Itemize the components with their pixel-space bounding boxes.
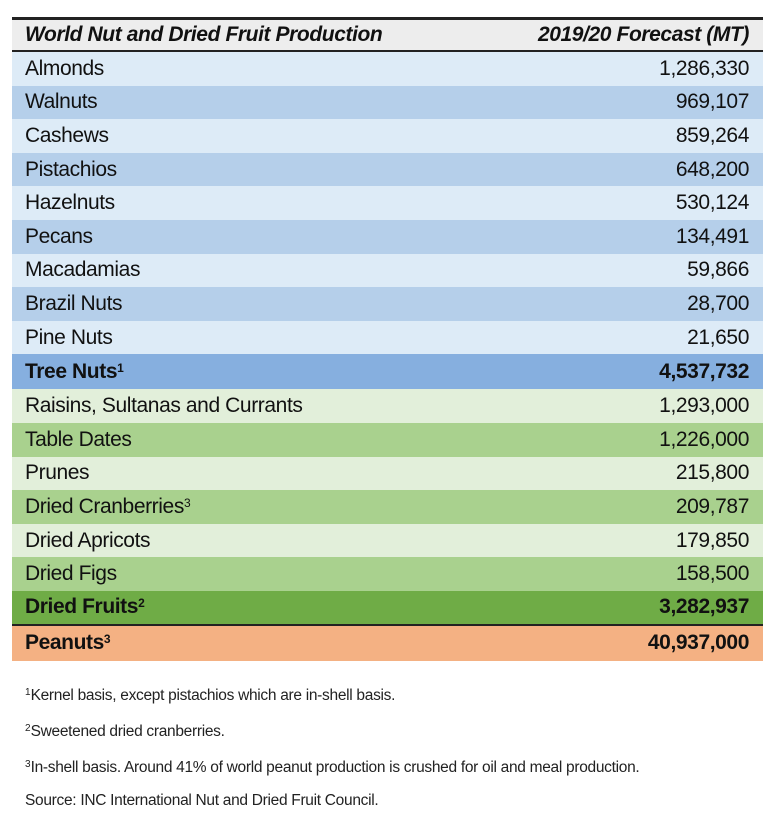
row-value: 179,850 <box>675 528 750 552</box>
footnote-1: 1Kernel basis, except pistachios which a… <box>25 681 639 717</box>
row-label: Pistachios <box>25 158 117 182</box>
row-label: Pine Nuts <box>25 325 113 350</box>
row-value: 28,700 <box>687 291 749 315</box>
row-value: 648,200 <box>675 157 750 181</box>
row-label: Brazil Nuts <box>25 291 123 316</box>
row-value: 4,537,732 <box>659 359 749 383</box>
footnote-marker: 1 <box>117 360 124 375</box>
row-label: Hazelnuts <box>25 191 115 215</box>
footnote-2: 2Sweetened dried cranberries. <box>25 717 639 753</box>
row-value: 859,264 <box>675 123 750 147</box>
table-row: Dried Apricots 179,850 <box>12 523 763 558</box>
label-text: Tree Nuts <box>25 359 118 383</box>
row-value: 158,500 <box>675 562 750 586</box>
label-text: Brazil Nuts <box>25 291 123 315</box>
table-row: Macadamias 59,866 <box>12 253 763 288</box>
row-label: Tree Nuts1 <box>25 360 124 384</box>
footnote-marker: 3 <box>25 759 31 770</box>
row-label: Dried Apricots <box>25 528 151 553</box>
label-text: Raisins, Sultanas and Currants <box>25 394 303 418</box>
row-value: 3,282,937 <box>659 595 749 619</box>
row-value: 1,226,000 <box>659 427 749 451</box>
row-label: Dried Fruits2 <box>25 595 145 619</box>
row-label: Raisins, Sultanas and Currants <box>25 394 303 418</box>
footnote-marker: 1 <box>25 687 31 698</box>
footnote-text: In-shell basis. Around 41% of world pean… <box>30 759 640 776</box>
label-text: Dried Figs <box>25 562 117 586</box>
table-header: World Nut and Dried Fruit Production 201… <box>12 20 763 52</box>
row-value: 40,937,000 <box>647 631 750 655</box>
footnote-3: 3In-shell basis. Around 41% of world pea… <box>25 753 640 789</box>
row-label: Dried Figs <box>25 562 117 586</box>
table-row: Pecans 134,491 <box>12 219 763 254</box>
row-value: 209,787 <box>675 494 750 518</box>
header-value: 2019/20 Forecast (MT) <box>537 23 749 46</box>
table-row: Dried Cranberries3 209,787 <box>12 490 763 524</box>
label-text: Prunes <box>25 461 90 485</box>
footnote-marker: 3 <box>103 632 111 647</box>
row-value: 969,107 <box>675 90 750 114</box>
table-row: Prunes 215,800 <box>12 456 763 491</box>
source-note: Source: INC International Nut and Dried … <box>25 792 379 809</box>
table-row: Raisins, Sultanas and Currants 1,293,000 <box>12 389 763 423</box>
label-text: Walnuts <box>25 90 98 114</box>
label-text: Almonds <box>25 56 104 80</box>
table-row: Pistachios 648,200 <box>12 152 763 187</box>
label-text: Peanuts <box>25 631 104 655</box>
footnotes: 1Kernel basis, except pistachios which a… <box>25 681 640 825</box>
row-value: 59,866 <box>687 258 749 282</box>
row-label: Pecans <box>25 225 93 249</box>
label-text: Pistachios <box>25 157 117 181</box>
table-row: Table Dates 1,226,000 <box>12 422 763 457</box>
row-value: 134,491 <box>675 224 750 248</box>
label-text: Hazelnuts <box>25 191 115 215</box>
footnote-marker: 2 <box>25 723 31 734</box>
table-row: Dried Figs 158,500 <box>12 557 763 591</box>
label-text: Dried Fruits <box>25 595 139 619</box>
peanuts-row: Peanuts3 40,937,000 <box>12 625 763 661</box>
row-value: 21,650 <box>687 325 749 349</box>
row-value: 1,293,000 <box>659 394 749 418</box>
table-row: Brazil Nuts 28,700 <box>12 287 763 321</box>
row-value: 530,124 <box>675 191 750 215</box>
row-label: Cashews <box>25 124 109 148</box>
row-label: Macadamias <box>25 258 140 282</box>
footnote-marker: 2 <box>138 596 145 611</box>
dried-fruits-total-row: Dried Fruits2 3,282,937 <box>12 590 763 626</box>
footnote-text: Kernel basis, except pistachios which ar… <box>30 687 396 704</box>
table-row: Walnuts 969,107 <box>12 85 763 120</box>
label-text: Dried Apricots <box>25 528 151 552</box>
row-label: Walnuts <box>25 90 98 114</box>
table-row: Almonds 1,286,330 <box>12 52 763 86</box>
label-text: Dried Cranberries <box>25 494 184 518</box>
header-label: World Nut and Dried Fruit Production <box>25 23 383 46</box>
label-text: Table Dates <box>25 427 132 451</box>
label-text: Cashews <box>25 123 109 147</box>
row-label: Almonds <box>25 57 104 81</box>
table-row: Pine Nuts 21,650 <box>12 320 763 355</box>
label-text: Pecans <box>25 224 93 248</box>
row-label: Table Dates <box>25 428 132 452</box>
table-row: Hazelnuts 530,124 <box>12 186 763 220</box>
row-label: Prunes <box>25 461 90 485</box>
footnote-marker: 3 <box>183 495 191 510</box>
label-text: Pine Nuts <box>25 325 113 349</box>
production-table: World Nut and Dried Fruit Production 201… <box>12 17 763 661</box>
tree-nuts-total-row: Tree Nuts1 4,537,732 <box>12 354 763 390</box>
row-label: Dried Cranberries3 <box>25 495 191 519</box>
label-text: Macadamias <box>25 258 141 282</box>
footnote-text: Sweetened dried cranberries. <box>30 723 225 740</box>
row-value: 215,800 <box>675 461 750 485</box>
row-value: 1,286,330 <box>659 56 749 80</box>
table-row: Cashews 859,264 <box>12 119 763 153</box>
row-label: Peanuts3 <box>25 631 111 655</box>
